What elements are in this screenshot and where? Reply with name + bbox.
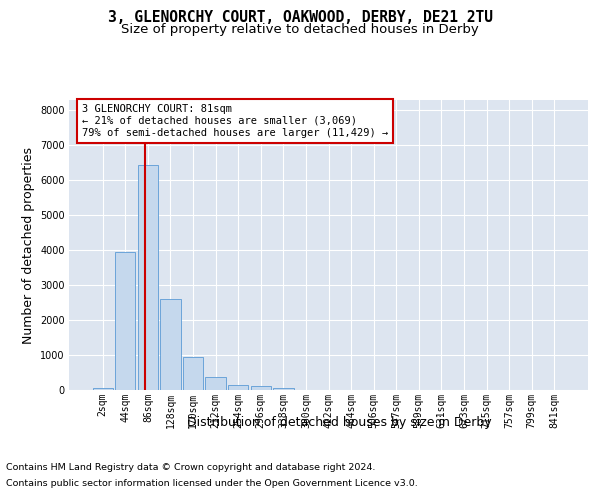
Text: Size of property relative to detached houses in Derby: Size of property relative to detached ho… xyxy=(121,22,479,36)
Text: Distribution of detached houses by size in Derby: Distribution of detached houses by size … xyxy=(187,416,491,429)
Bar xyxy=(205,376,226,390)
Text: Contains public sector information licensed under the Open Government Licence v3: Contains public sector information licen… xyxy=(6,480,418,488)
Text: 3 GLENORCHY COURT: 81sqm
← 21% of detached houses are smaller (3,069)
79% of sem: 3 GLENORCHY COURT: 81sqm ← 21% of detach… xyxy=(82,104,388,138)
Y-axis label: Number of detached properties: Number of detached properties xyxy=(22,146,35,344)
Text: Contains HM Land Registry data © Crown copyright and database right 2024.: Contains HM Land Registry data © Crown c… xyxy=(6,463,376,472)
Bar xyxy=(115,252,136,390)
Bar xyxy=(228,386,248,390)
Bar xyxy=(273,388,293,390)
Bar xyxy=(92,388,113,390)
Bar xyxy=(160,299,181,390)
Bar xyxy=(251,386,271,390)
Text: 3, GLENORCHY COURT, OAKWOOD, DERBY, DE21 2TU: 3, GLENORCHY COURT, OAKWOOD, DERBY, DE21… xyxy=(107,10,493,25)
Bar xyxy=(138,164,158,390)
Bar xyxy=(183,357,203,390)
